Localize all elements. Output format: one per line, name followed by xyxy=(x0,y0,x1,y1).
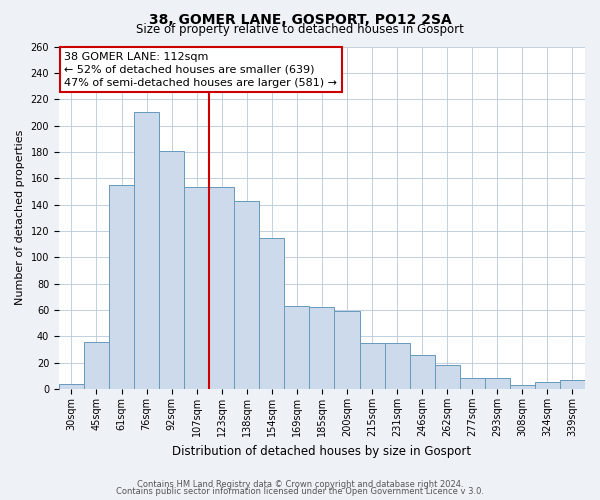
Bar xyxy=(84,342,109,389)
Bar xyxy=(385,343,410,389)
Bar xyxy=(259,238,284,389)
Text: 38, GOMER LANE, GOSPORT, PO12 2SA: 38, GOMER LANE, GOSPORT, PO12 2SA xyxy=(149,12,451,26)
Bar xyxy=(485,378,510,389)
Bar xyxy=(284,306,310,389)
Text: Contains HM Land Registry data © Crown copyright and database right 2024.: Contains HM Land Registry data © Crown c… xyxy=(137,480,463,489)
Bar xyxy=(359,343,385,389)
Text: Size of property relative to detached houses in Gosport: Size of property relative to detached ho… xyxy=(136,22,464,36)
Bar xyxy=(159,150,184,389)
Bar xyxy=(334,312,359,389)
Bar xyxy=(134,112,159,389)
Bar xyxy=(109,185,134,389)
Bar xyxy=(434,366,460,389)
Text: Contains public sector information licensed under the Open Government Licence v : Contains public sector information licen… xyxy=(116,487,484,496)
Bar xyxy=(410,355,434,389)
Y-axis label: Number of detached properties: Number of detached properties xyxy=(15,130,25,306)
Bar xyxy=(535,382,560,389)
X-axis label: Distribution of detached houses by size in Gosport: Distribution of detached houses by size … xyxy=(172,444,472,458)
Bar xyxy=(209,188,234,389)
Bar xyxy=(184,188,209,389)
Bar xyxy=(310,308,334,389)
Bar xyxy=(234,200,259,389)
Bar xyxy=(560,380,585,389)
Bar xyxy=(460,378,485,389)
Bar xyxy=(510,385,535,389)
Bar xyxy=(59,384,84,389)
Text: 38 GOMER LANE: 112sqm
← 52% of detached houses are smaller (639)
47% of semi-det: 38 GOMER LANE: 112sqm ← 52% of detached … xyxy=(64,52,337,88)
